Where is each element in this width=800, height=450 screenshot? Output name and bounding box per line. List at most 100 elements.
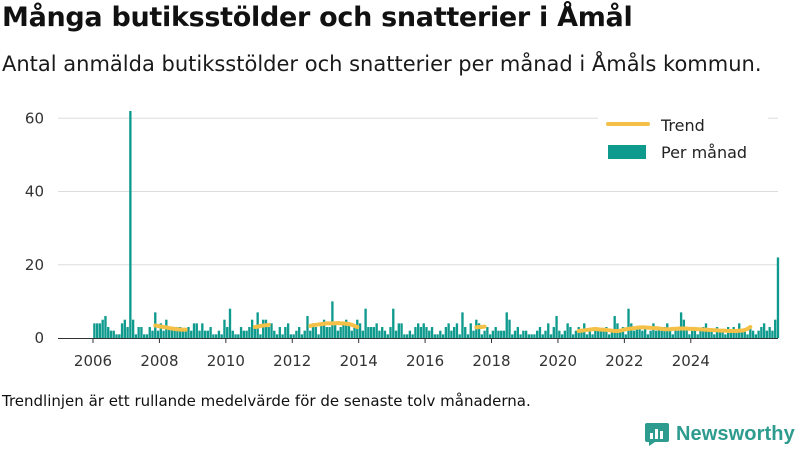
bar <box>342 323 345 338</box>
bar <box>314 327 317 338</box>
bar <box>425 327 428 338</box>
bar <box>527 334 531 338</box>
bar <box>134 334 138 338</box>
bar <box>250 319 254 338</box>
x-tick-label: 2006 <box>74 352 112 370</box>
bar <box>242 330 245 338</box>
bar <box>281 334 284 338</box>
bar <box>378 330 381 338</box>
bar <box>397 323 400 338</box>
bar <box>450 330 453 338</box>
bar <box>220 334 223 338</box>
bar <box>458 334 461 338</box>
bar <box>627 308 630 338</box>
bar <box>541 334 544 338</box>
bar <box>239 327 243 338</box>
bar <box>530 334 533 338</box>
x-tick-label: 2018 <box>472 352 510 370</box>
bar <box>176 327 179 338</box>
bar <box>405 334 409 338</box>
bar <box>657 327 661 338</box>
bar <box>663 327 666 338</box>
bar <box>560 334 564 338</box>
bar <box>569 327 572 338</box>
bar <box>358 323 362 338</box>
bar <box>403 334 406 338</box>
bar <box>444 327 448 338</box>
newsworthy-logo-icon <box>645 423 669 446</box>
bar <box>751 330 755 338</box>
bar <box>619 330 622 338</box>
bar <box>381 327 384 338</box>
bar <box>536 330 539 338</box>
bar <box>201 323 204 338</box>
bar <box>223 319 226 338</box>
x-tick-label: 2024 <box>672 352 710 370</box>
bar <box>333 323 337 338</box>
bar <box>677 330 680 338</box>
bar <box>198 330 201 338</box>
bar <box>386 334 389 338</box>
bar <box>668 330 672 338</box>
legend: Trend Per månad <box>598 110 768 172</box>
bar <box>497 330 500 338</box>
bar <box>408 330 412 338</box>
bar <box>511 334 514 338</box>
bar <box>206 330 210 338</box>
bar <box>295 330 298 338</box>
bar <box>500 330 503 338</box>
bar <box>721 330 724 338</box>
bar <box>289 334 293 338</box>
bar <box>776 257 780 338</box>
y-tick-label: 20 <box>25 256 44 274</box>
legend-background <box>598 110 768 172</box>
bar <box>292 334 295 338</box>
bar <box>433 334 436 338</box>
bar <box>156 330 160 338</box>
bar <box>441 334 445 338</box>
bar <box>508 319 511 338</box>
bar <box>613 316 616 338</box>
legend-trend-label: Trend <box>660 116 705 135</box>
bar <box>635 327 638 338</box>
bar <box>585 334 589 338</box>
bar <box>203 330 207 338</box>
bar <box>394 330 398 338</box>
y-tick-label: 0 <box>34 329 44 347</box>
bar <box>212 334 215 338</box>
bar <box>735 330 738 338</box>
bar <box>309 330 312 338</box>
bar <box>594 327 597 338</box>
bar <box>392 308 395 338</box>
chart-title: Många butiksstölder och snatterier i Åmå… <box>2 2 633 33</box>
bar <box>655 330 658 338</box>
bar <box>762 323 766 338</box>
bar <box>519 334 522 338</box>
bar <box>109 330 113 338</box>
x-tick-label: 2016 <box>406 352 444 370</box>
bar <box>350 330 353 338</box>
bar <box>245 330 248 338</box>
y-tick-label: 40 <box>25 183 44 201</box>
bar <box>126 327 129 338</box>
bar <box>187 327 190 338</box>
bar <box>452 327 456 338</box>
x-tick-label: 2020 <box>539 352 577 370</box>
bar <box>699 330 702 338</box>
bar <box>646 334 650 338</box>
bar <box>151 330 154 338</box>
bar <box>461 312 464 338</box>
bar <box>447 323 450 338</box>
bar <box>345 319 348 338</box>
bar <box>464 327 467 338</box>
bar <box>430 327 434 338</box>
bar <box>483 330 486 338</box>
bar <box>170 327 174 338</box>
bar <box>325 327 329 338</box>
bar <box>774 319 777 338</box>
bar <box>375 323 378 338</box>
bar <box>538 327 542 338</box>
bar <box>95 323 99 338</box>
bar <box>466 334 470 338</box>
bar <box>286 323 290 338</box>
